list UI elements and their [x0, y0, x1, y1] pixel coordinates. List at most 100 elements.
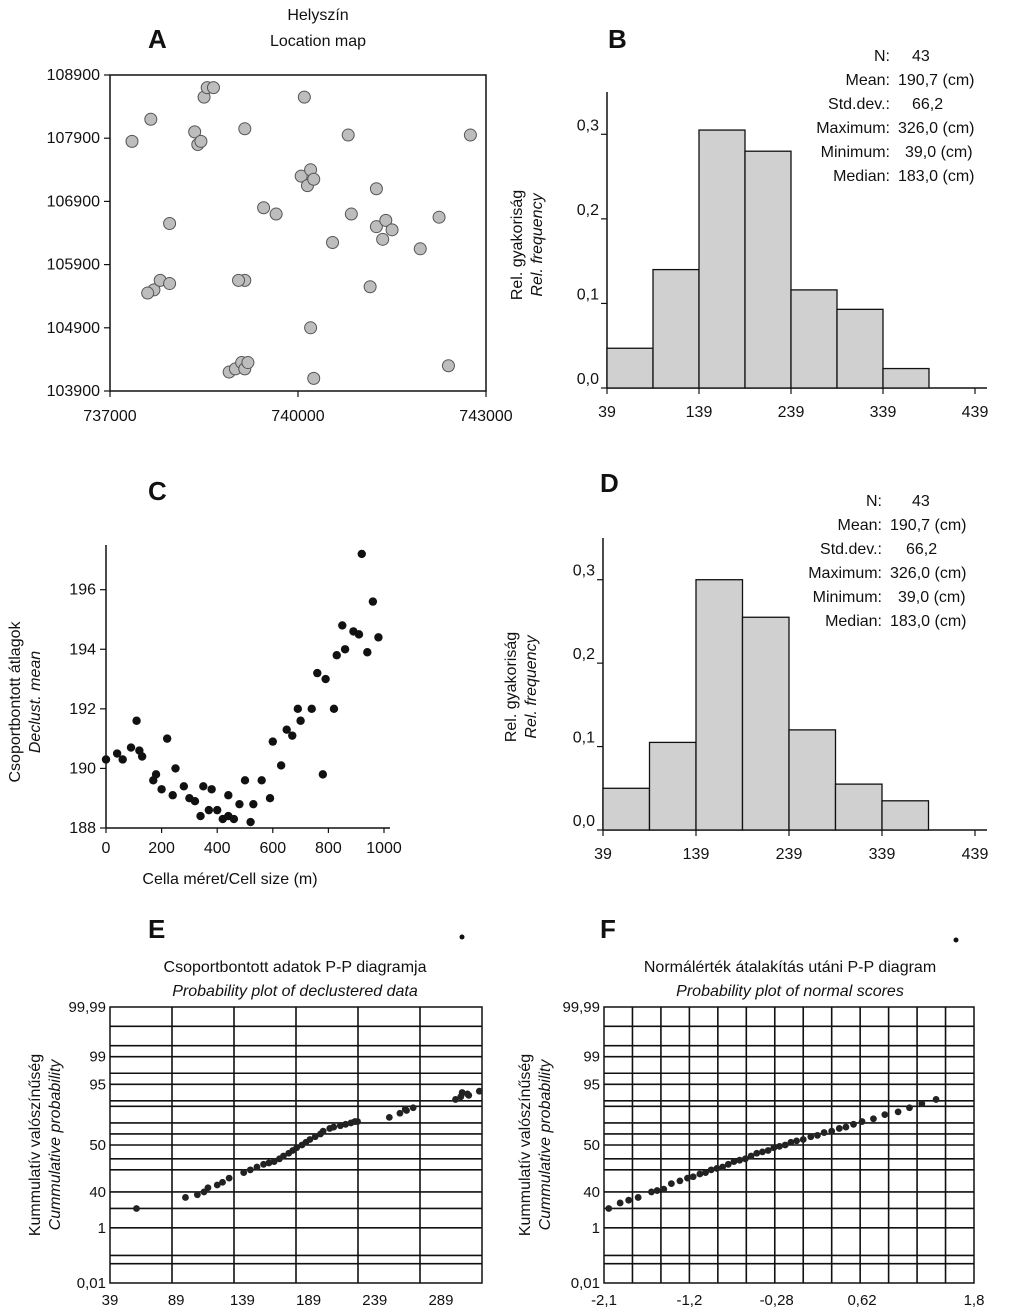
panel-f-ytick-label: 0,01: [571, 1275, 600, 1292]
panel-c-data-point: [157, 785, 166, 794]
panel-b-stat-min-value: 39,0 (cm): [905, 144, 973, 161]
panel-e-data-point: [385, 1114, 393, 1121]
panel-b-stat-std-value: 66,2: [912, 96, 943, 113]
panel-c-xlabel: Cella méret/Cell size (m): [142, 871, 317, 888]
panel-a-location-point: [363, 280, 377, 294]
panel-a-location-point: [269, 207, 283, 221]
panel-e-data-point: [225, 1174, 233, 1182]
panel-c-data-point: [318, 770, 328, 779]
panel-a-location-point: [385, 223, 399, 237]
panel-c-ylabel-en: Declust. mean: [27, 651, 44, 753]
panel-d-stat-std-value: 66,2: [906, 541, 937, 558]
panel-c-data-point: [321, 674, 330, 684]
panel-e-data-point: [354, 1118, 361, 1125]
panel-d-bar: [788, 729, 837, 831]
panel-f-ytick-label: 99: [583, 1049, 600, 1066]
panel-f-title-en: Probability plot of normal scores: [676, 983, 904, 1000]
panel-f-data-point: [759, 1148, 766, 1156]
panel-c-xtick-label: 0: [102, 840, 111, 857]
panel-e-data-point: [464, 1090, 471, 1098]
panel-a-location-point: [326, 235, 340, 249]
panel-b-bar: [698, 129, 746, 389]
panel-d-xtick-label: 439: [962, 846, 989, 863]
panel-e-data-point: [458, 1089, 466, 1096]
panel-a-frame: [109, 74, 487, 392]
panel-e-data-point: [265, 1159, 273, 1167]
panel-f-data-point: [707, 1166, 715, 1174]
panel-f-stray-dot: [953, 937, 959, 943]
panel-a-location-point: [307, 371, 321, 385]
panel-a-location-point: [238, 122, 252, 136]
panel-b-stat-max-label: Maximum:: [816, 120, 890, 137]
panel-a-location-point: [304, 321, 318, 335]
panel-f-data-point: [605, 1205, 613, 1212]
panel-b-stat-median-label: Median:: [833, 168, 890, 185]
panel-f-data-point: [616, 1199, 624, 1207]
panel-e-data-point: [182, 1194, 189, 1201]
panel-e-ytick-label: 0,01: [77, 1275, 106, 1292]
panel-e-data-point: [253, 1163, 261, 1171]
panel-d-bar: [881, 800, 930, 831]
panel-d-bar: [695, 579, 744, 831]
panel-b-stat-median-value: 183,0 (cm): [898, 168, 974, 185]
panel-c-data-point: [268, 737, 277, 746]
panel-e-data-point: [342, 1120, 350, 1128]
panel-e-data-point: [475, 1087, 483, 1095]
panel-c-data-point: [296, 716, 305, 725]
panel-a-location-point: [294, 169, 308, 183]
panel-e-data-point: [401, 1105, 409, 1113]
panel-e-title-en: Probability plot of declustered data: [172, 983, 418, 1000]
panel-f-data-point: [835, 1125, 843, 1132]
panel-d-stat-min-value: 39,0 (cm): [898, 589, 966, 606]
panel-a-location-point: [307, 172, 321, 186]
panel-c-letter: C: [148, 476, 167, 506]
panel-c-xtick-label: 400: [204, 840, 231, 857]
panel-f-data-point: [625, 1196, 633, 1204]
panel-c-data-point: [246, 817, 255, 827]
panel-f-ylabel-hu: Kummulatív valószínűség: [517, 1054, 534, 1236]
panel-a-xtick-label: 743000: [459, 408, 512, 425]
panel-d: D Rel. gyakoriság Rel. frequency 0,0 0,1 0…: [503, 468, 988, 863]
panel-c-data-point: [240, 776, 250, 785]
panel-f-data-point: [881, 1111, 889, 1119]
panel-d-stat-max-value: 326,0 (cm): [890, 565, 966, 582]
panel-f-data-point: [906, 1104, 913, 1112]
panel-b-xtick-label: 339: [870, 404, 897, 421]
panel-c-data-point: [329, 704, 339, 714]
panel-c: C Csoportbontott átlagok Declust. mean C…: [7, 476, 402, 888]
panel-a-location-point: [194, 134, 208, 148]
panel-a-letter: A: [148, 24, 167, 54]
panel-a-location-point: [369, 220, 383, 234]
panel-d-xtick-label: 39: [594, 846, 612, 863]
panel-b-stat-max-value: 326,0 (cm): [898, 120, 974, 137]
panel-a-location-point: [413, 242, 427, 256]
panel-f-data-point: [776, 1142, 783, 1150]
panel-d-stat-mean-value: 190,7 (cm): [890, 517, 966, 534]
panel-c-data-point: [293, 704, 303, 714]
panel-a-location-point: [432, 210, 446, 224]
panel-d-ytick-label: 0,2: [573, 646, 595, 663]
panel-c-ytick-label: 196: [69, 582, 96, 599]
panel-e-data-point: [133, 1205, 140, 1212]
panel-a-ytick-label: 105900: [47, 257, 100, 274]
panel-f-ytick-label: 95: [583, 1076, 600, 1093]
panel-f-data-point: [753, 1149, 761, 1157]
panel-d-xtick-label: 139: [683, 846, 710, 863]
panel-b: B Rel. gyakoriság Rel. frequency 0,0 0,1 0…: [509, 24, 988, 421]
panel-e-xtick-label: 289: [428, 1292, 453, 1309]
panel-f-data-point: [918, 1100, 926, 1107]
panel-a-ytick-label: 107900: [47, 130, 100, 147]
panel-f-data-point: [858, 1118, 866, 1125]
panel-e-data-point: [213, 1181, 221, 1189]
panel-b-stats: N: 43 Mean: 190,7 (cm) Std.dev.: 66,2 Ma…: [816, 48, 974, 185]
panel-f-data-point: [689, 1173, 697, 1181]
panel-a-location-point: [376, 232, 390, 246]
panel-c-data-point: [179, 782, 189, 791]
panel-e-data-point: [246, 1166, 254, 1174]
panel-e-data-point: [193, 1191, 201, 1199]
panel-e-data-point: [311, 1133, 319, 1141]
panel-c-ylabel-hu: Csoportbontott átlagok: [7, 621, 24, 783]
panel-e-xtick-label: 139: [230, 1292, 255, 1309]
panel-d-ylabel-hu: Rel. gyakoriság: [503, 632, 520, 742]
panel-d-stat-n-value: 43: [912, 493, 930, 510]
